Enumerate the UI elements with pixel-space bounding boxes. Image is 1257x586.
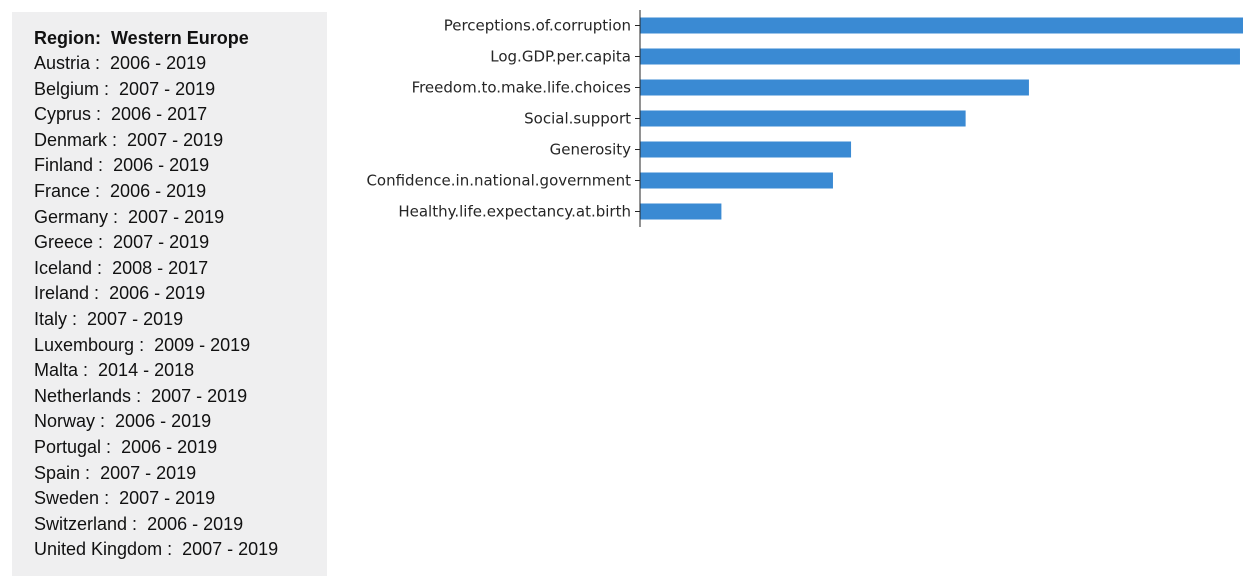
country-item: Norway : 2006 - 2019 (34, 411, 212, 432)
country-name: Portugal (34, 436, 102, 457)
country-name: Finland (34, 155, 94, 176)
country-name: Greece (34, 232, 94, 253)
bar-chart-svg: Perceptions.of.corruption Log.GDP.per.cap… (366, 10, 1243, 227)
country-years: 2006 - 2019 (110, 180, 207, 201)
country-item: Austria : 2006 - 2019 (34, 53, 207, 73)
country-item: Belgium : 2007 - 2019 (34, 78, 216, 99)
country-item: Luxembourg : 2009 - 2019 (34, 334, 251, 355)
country-item: France : 2006 - 2019 (34, 180, 207, 201)
country-item: Netherlands : 2007 - 2019 (34, 385, 248, 406)
region-label: Region: (34, 28, 101, 48)
y-tick-label: Freedom.to.make.life.choices (412, 79, 632, 97)
country-item: Malta : 2014 - 2018 (34, 360, 195, 381)
country-name: Netherlands (34, 385, 132, 406)
bar (640, 203, 722, 220)
country-years: 2007 - 2019 (87, 308, 184, 329)
bar (640, 79, 1029, 96)
bar (640, 110, 966, 127)
country-name: France (34, 180, 91, 201)
country-years: 2007 - 2019 (128, 206, 225, 227)
country-name: Denmark (34, 129, 108, 150)
country-years: 2009 - 2019 (154, 334, 251, 355)
country-years: 2007 - 2019 (113, 232, 210, 253)
bar-chart: Perceptions.of.corruption Log.GDP.per.cap… (330, 0, 1257, 240)
country-item: Germany : 2007 - 2019 (34, 206, 225, 227)
country-name: Luxembourg (34, 334, 135, 355)
y-tick-label: Perceptions.of.corruption (444, 17, 631, 35)
country-list: Austria : 2006 - 2019 Belgium : 2007 - 20… (34, 51, 327, 563)
country-name: United Kingdom (34, 539, 163, 560)
country-item: Greece : 2007 - 2019 (34, 232, 210, 253)
country-years: 2008 - 2017 (112, 257, 209, 278)
country-item: Denmark : 2007 - 2019 (34, 129, 224, 150)
y-tick-label: Social.support (524, 110, 631, 128)
country-name: Switzerland (34, 513, 128, 534)
country-name: Iceland (34, 257, 93, 278)
country-item: Finland : 2006 - 2019 (34, 155, 210, 176)
country-name: Italy (34, 308, 68, 329)
bar (640, 141, 852, 158)
country-years: 2007 - 2019 (182, 539, 279, 560)
country-name: Belgium (34, 78, 100, 99)
region-country-panel: Region: Western Europe Austria : 2006 - … (12, 12, 327, 576)
country-years: 2007 - 2019 (127, 129, 224, 150)
country-item: Cyprus : 2006 - 2017 (34, 104, 208, 125)
country-item: Italy : 2007 - 2019 (34, 308, 184, 329)
country-years: 2006 - 2019 (147, 513, 244, 534)
region-name: Western Europe (111, 28, 249, 48)
y-tick-label: Log.GDP.per.capita (490, 48, 631, 66)
country-years: 2007 - 2019 (151, 385, 248, 406)
country-name: Spain (34, 462, 81, 483)
country-item: Spain : 2007 - 2019 (34, 462, 197, 483)
country-years: 2006 - 2019 (115, 411, 212, 432)
bar (640, 172, 833, 189)
country-name: Norway (34, 411, 96, 432)
country-years: 2006 - 2019 (110, 53, 207, 73)
y-tick-label: Generosity (550, 141, 631, 159)
country-item: Iceland : 2008 - 2017 (34, 257, 209, 278)
country-name: Sweden (34, 488, 100, 509)
region-title: Region: Western Europe (34, 26, 327, 51)
country-item: Portugal : 2006 - 2019 (34, 436, 218, 457)
country-item: Ireland : 2006 - 2019 (34, 283, 206, 304)
country-years: 2006 - 2017 (111, 104, 208, 125)
country-years: 2006 - 2019 (113, 155, 210, 176)
country-item: United Kingdom : 2007 - 2019 (34, 539, 279, 560)
country-years: 2006 - 2019 (121, 436, 218, 457)
country-name: Ireland (34, 283, 90, 304)
y-tick-label: Healthy.life.expectancy.at.birth (398, 203, 631, 221)
bar (640, 17, 1243, 34)
country-item: Switzerland : 2006 - 2019 (34, 513, 244, 534)
bar (640, 48, 1240, 65)
country-name: Cyprus (34, 104, 92, 125)
country-item: Sweden : 2007 - 2019 (34, 488, 216, 509)
country-name: Germany (34, 206, 109, 227)
country-years: 2014 - 2018 (98, 360, 195, 381)
country-years: 2006 - 2019 (109, 283, 206, 304)
country-name: Austria (34, 53, 91, 73)
country-years: 2007 - 2019 (119, 488, 216, 509)
country-years: 2007 - 2019 (119, 78, 216, 99)
country-years: 2007 - 2019 (100, 462, 197, 483)
country-name: Malta (34, 360, 79, 381)
y-tick-label: Confidence.in.national.government (366, 172, 631, 190)
